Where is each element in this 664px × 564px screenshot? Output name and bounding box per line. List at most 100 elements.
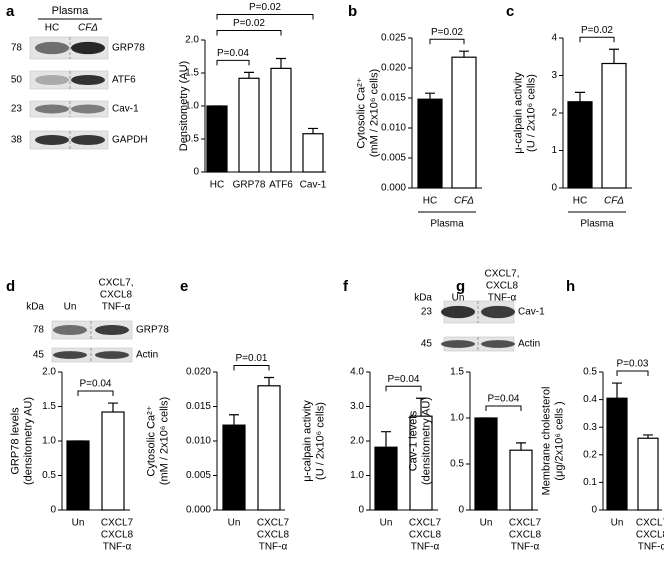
band-name: GRP78 [112, 43, 145, 54]
x-tick-label: HC [210, 180, 224, 191]
kda-value: 45 [33, 350, 45, 361]
error-bar [575, 91, 585, 102]
y-axis-label: Cav-1 levels [407, 410, 419, 471]
y-axis-label: μ-calpain activity [512, 72, 524, 154]
y-tick-label: 1.0 [185, 101, 199, 112]
panel-letter: f [343, 278, 349, 295]
x-tick-label: TNF-α [411, 542, 440, 553]
p-value: P=0.04 [80, 379, 112, 390]
y-tick-label: 3 [551, 70, 557, 81]
y-tick-label: 1.5 [42, 401, 56, 412]
band-name: GAPDH [112, 135, 148, 146]
panel-letter: c [506, 3, 514, 20]
x-tick-label: Cav-1 [300, 180, 327, 191]
y-tick-label: 0.005 [186, 470, 211, 481]
error-bar [612, 382, 622, 399]
x-tick-label: Un [228, 518, 241, 529]
band-name: Cav-1 [112, 104, 139, 115]
x-tick-label: TNF-α [259, 542, 288, 553]
y-axis-label: (densitometry AU) [420, 397, 432, 485]
x-tick-label: CXCL7 [257, 518, 290, 529]
y-axis-label: (mM / 2x10⁶ cells) [158, 397, 170, 485]
lane-label: CXCL7, [98, 278, 133, 289]
x-tick-label: HC [573, 196, 587, 207]
p-value: P=0.02 [581, 25, 613, 36]
error-bar [108, 402, 118, 413]
p-value: P=0.01 [236, 353, 268, 364]
y-tick-label: 2.0 [42, 367, 56, 378]
y-tick-label: 0.4 [583, 394, 597, 405]
bar [606, 397, 628, 511]
lane-label: CXCL8 [100, 290, 133, 301]
error-bar [459, 50, 469, 58]
x-tick-label: CXCL8 [636, 530, 664, 541]
p-value: P=0.04 [388, 374, 420, 385]
significance-bracket [216, 13, 314, 20]
p-value: P=0.04 [488, 394, 520, 405]
bar [101, 411, 125, 511]
kda-value: 23 [421, 307, 433, 318]
y-tick-label: 3.0 [350, 401, 364, 412]
band-name: Cav-1 [518, 307, 545, 318]
significance-bracket [485, 405, 522, 411]
y-tick-label: 0.5 [185, 134, 199, 145]
y-axis-label: GRP78 levels [9, 407, 21, 475]
p-value: P=0.02 [431, 27, 463, 38]
x-tick-label: CXCL7 [409, 518, 442, 529]
bar [474, 417, 498, 511]
bar [601, 62, 627, 189]
blot-band [71, 41, 105, 55]
blot-band [481, 305, 515, 319]
x-tick-label: CFΔ [604, 196, 624, 207]
kda-label: kDa [26, 302, 44, 313]
bar [270, 67, 292, 173]
blot-band [95, 324, 129, 336]
y-axis-label: μ-calpain activity [301, 400, 313, 482]
blot-band [35, 41, 69, 55]
x-tick-label: CXCL8 [257, 530, 290, 541]
y-tick-label: 0.1 [583, 477, 597, 488]
blot-band [35, 104, 69, 114]
y-tick-label: 1.5 [185, 68, 199, 79]
y-tick-label: 1.0 [42, 436, 56, 447]
error-bar [643, 434, 653, 439]
panel-letter: g [456, 278, 465, 295]
significance-bracket [216, 29, 282, 36]
kda-label: kDa [414, 293, 432, 304]
panel-letter: a [6, 3, 15, 20]
blot-band [71, 134, 105, 146]
band-name: Actin [518, 339, 540, 350]
x-tick-label: CXCL8 [101, 530, 134, 541]
lane-label: HC [45, 23, 59, 34]
band-name: GRP78 [136, 325, 169, 336]
panel-letter: b [348, 3, 357, 20]
lane-label: Un [64, 302, 77, 313]
y-tick-label: 4 [551, 33, 557, 44]
bar [257, 385, 281, 511]
bar [66, 440, 90, 511]
kda-value: 78 [33, 325, 45, 336]
band-name: ATF6 [112, 75, 136, 86]
y-axis-label: Cytosolic Ca²⁺ [355, 77, 367, 148]
significance-bracket [616, 370, 649, 377]
y-axis-label: (μg/2x10⁶ cells ) [553, 401, 565, 480]
x-tick-label: Un [380, 518, 393, 529]
y-tick-label: 0 [50, 505, 56, 516]
panel-letter: e [180, 278, 188, 295]
error-bar [264, 376, 274, 386]
y-tick-label: 1.0 [450, 413, 464, 424]
y-tick-label: 2 [551, 108, 557, 119]
error-bar [244, 71, 254, 79]
lane-label: TNF-α [102, 302, 131, 313]
blot-band [481, 340, 515, 348]
group-label: Plasma [580, 219, 614, 230]
kda-value: 50 [11, 75, 23, 86]
x-tick-label: Un [72, 518, 85, 529]
y-tick-label: 1.5 [450, 367, 464, 378]
blot-band [441, 340, 475, 348]
significance-bracket [385, 385, 422, 392]
y-axis-label: (U / 2x10⁶ cells) [525, 74, 537, 152]
lane-label: CXCL7, [484, 269, 519, 280]
error-bar [381, 431, 391, 448]
